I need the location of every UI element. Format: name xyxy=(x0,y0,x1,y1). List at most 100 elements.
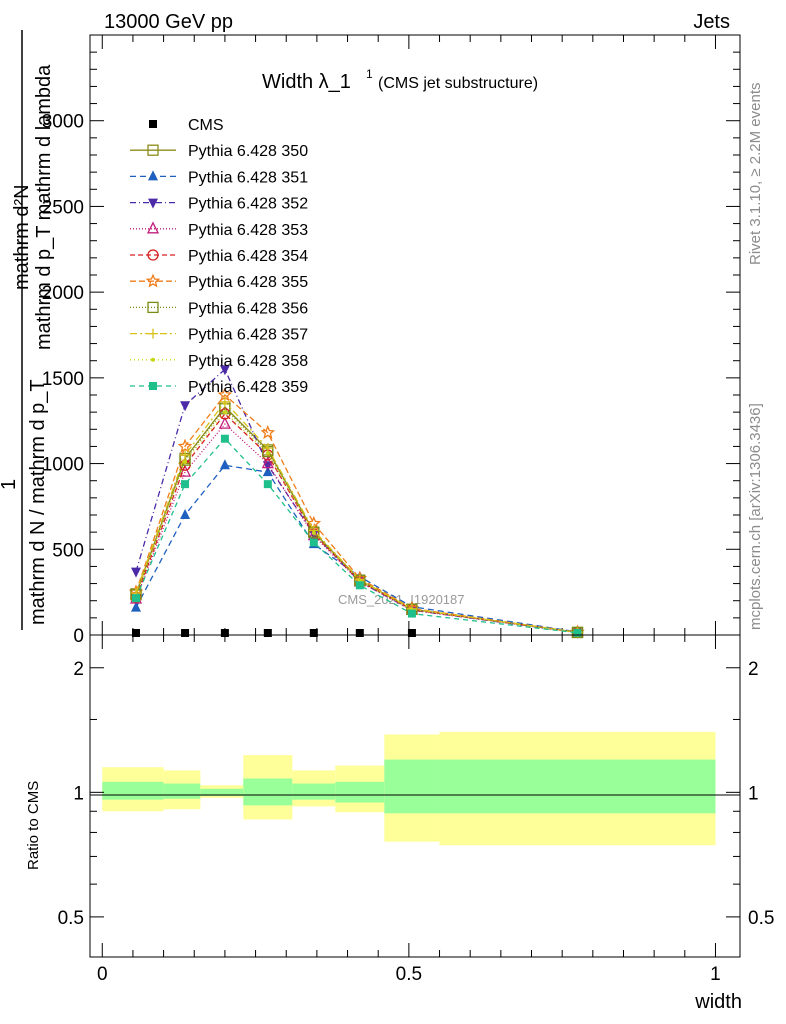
ratio-inner-band xyxy=(200,788,244,796)
series-point xyxy=(407,609,416,618)
series-point xyxy=(309,538,318,547)
series-point xyxy=(178,464,192,477)
series-point xyxy=(573,628,582,637)
ratio-y-tick-label: 0.5 xyxy=(58,908,84,929)
ratio-y-tick-label-right: 1 xyxy=(748,783,759,804)
legend-label-cms: CMS xyxy=(188,117,224,134)
main-y-tick-label: 2000 xyxy=(42,283,84,304)
ratio-inner-band xyxy=(292,783,336,800)
ratio-axis-label: Ratio to CMS xyxy=(25,781,42,870)
main-axis-ticks xyxy=(90,35,740,636)
legend-label: Pythia 6.428 352 xyxy=(188,196,308,213)
cms-point xyxy=(407,629,416,637)
ratio-inner-band xyxy=(243,778,293,806)
legend: CMS Pythia 6.428 350 Pythia 6.428 351 Pythi… xyxy=(130,117,308,396)
legend-marker xyxy=(148,328,158,339)
main-y-tick-label: 0 xyxy=(73,626,84,647)
x-tick-label: 0.5 xyxy=(396,964,422,985)
main-y-tick-label: 2500 xyxy=(42,197,84,218)
cms-point xyxy=(355,629,364,637)
cms-point xyxy=(220,629,229,637)
ratio-bands xyxy=(102,731,716,846)
mcplots-label: mcplots.cern.ch [arXiv:1306.3436] xyxy=(747,403,764,630)
ratio-inner-band xyxy=(384,759,440,814)
main-y-tick-label: 1500 xyxy=(42,369,84,390)
plot-title-sub: (CMS jet substructure) xyxy=(378,75,538,92)
series-point xyxy=(131,594,140,603)
ratio-axis-ticks xyxy=(90,635,740,957)
legend-marker xyxy=(146,221,160,234)
ratio-y-tick-label: 1 xyxy=(73,783,84,804)
main-y-tick-label: 500 xyxy=(52,540,84,561)
y-axis-label-denominator: mathrm d N / mathrm d p_T xyxy=(27,379,49,625)
x-tick-label: 1 xyxy=(710,964,721,985)
legend-label: Pythia 6.428 359 xyxy=(188,379,308,396)
series-point xyxy=(130,567,141,578)
ratio-inner-band xyxy=(335,781,385,803)
series-point xyxy=(218,416,231,429)
analysis-watermark: CMS_2021_I1920187 xyxy=(338,592,465,607)
header-right: Jets xyxy=(693,11,730,33)
series-point xyxy=(262,461,273,472)
series-point xyxy=(260,425,276,440)
series-point xyxy=(220,434,229,443)
series-point xyxy=(130,601,141,612)
legend-marker xyxy=(145,273,161,288)
main-y-tick-label: 3000 xyxy=(42,112,84,133)
series-line xyxy=(135,407,578,634)
series-line xyxy=(135,406,578,634)
ratio-y-tick-label: 2 xyxy=(73,659,84,680)
plot-title-main: Width λ_1 xyxy=(262,71,351,93)
y-axis-label: mathrm d²N mathrm d p_T mathrm d lambda … xyxy=(0,30,55,630)
main-y-tick-labels: 0 500 1000 1500 2000 2500 3000 xyxy=(42,112,84,647)
legend-label: Pythia 6.428 350 xyxy=(188,143,308,160)
series-point xyxy=(180,509,191,519)
series-point xyxy=(311,531,316,535)
series-point xyxy=(183,459,188,464)
ratio-y-tick-label-right: 2 xyxy=(748,659,759,680)
x-axis-label: width xyxy=(694,991,742,1013)
series-point xyxy=(263,480,272,489)
x-tick-label: 0 xyxy=(97,964,108,985)
legend-marker xyxy=(147,301,159,314)
series-line xyxy=(135,437,578,634)
legend-marker xyxy=(151,357,155,362)
y-axis-label-numerator: 1 xyxy=(0,479,20,490)
rivet-label: Rivet 3.1.10, ≥ 2.2M events xyxy=(747,83,764,266)
series-point xyxy=(222,410,227,415)
series-point xyxy=(219,365,230,376)
legend-label: Pythia 6.428 355 xyxy=(188,274,308,291)
series-line xyxy=(135,394,578,633)
legend-label: Pythia 6.428 357 xyxy=(188,327,308,344)
x-tick-labels: 0 0.5 1 xyxy=(97,964,721,985)
header-left: 13000 GeV pp xyxy=(104,11,233,33)
ratio-inner-band xyxy=(439,759,716,814)
plot-title: Width λ_1 1 (CMS jet substructure) xyxy=(262,67,538,93)
legend-marker xyxy=(147,249,159,261)
series-line xyxy=(135,368,578,634)
series-line xyxy=(135,464,578,633)
cms-point xyxy=(131,629,140,637)
ratio-panel-frame xyxy=(89,634,741,958)
series-point xyxy=(177,438,193,453)
series-point xyxy=(180,401,191,412)
ratio-y-tick-labels: 0.5 0.5 1 1 2 2 xyxy=(58,659,775,929)
legend-marker xyxy=(148,198,158,209)
legend-label: Pythia 6.428 351 xyxy=(188,169,308,186)
legend-label: Pythia 6.428 358 xyxy=(188,353,308,370)
series-point xyxy=(265,451,270,456)
series-point xyxy=(219,396,230,407)
legend-label: Pythia 6.428 353 xyxy=(188,222,308,239)
ratio-inner-band xyxy=(102,781,164,800)
series-point xyxy=(219,459,230,470)
legend-marker-cms xyxy=(149,120,157,128)
series-point xyxy=(180,450,191,460)
y-axis-label-line2: mathrm d p_T mathrm d lambda xyxy=(33,64,55,350)
legend-marker xyxy=(147,144,159,156)
cms-point xyxy=(309,629,318,637)
series-point xyxy=(355,581,364,590)
legend-label: Pythia 6.428 354 xyxy=(188,248,308,265)
cms-data-points xyxy=(131,629,416,637)
series-point xyxy=(181,480,190,489)
